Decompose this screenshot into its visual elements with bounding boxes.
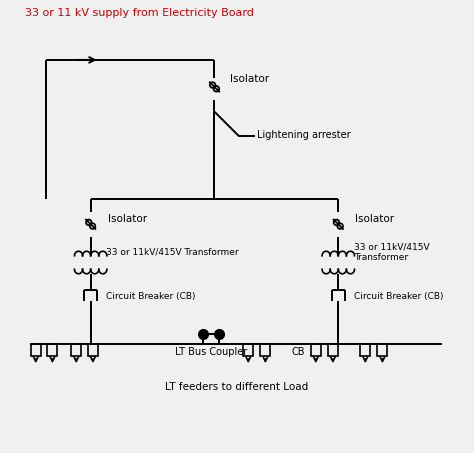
Bar [88,343,98,356]
Text: Isolator: Isolator [230,74,269,84]
Bar [243,343,253,356]
Text: Isolator: Isolator [108,214,147,224]
Text: Lightening arrester: Lightening arrester [257,130,351,140]
Text: 33 or 11 kV supply from Electricity Board: 33 or 11 kV supply from Electricity Boar… [26,8,254,18]
Bar [260,343,270,356]
Bar [31,343,41,356]
Bar [71,343,81,356]
Text: CB: CB [291,347,304,357]
Bar [377,343,387,356]
Text: Circuit Breaker (CB): Circuit Breaker (CB) [107,292,196,301]
Text: Isolator: Isolator [356,214,394,224]
Text: LT feeders to different Load: LT feeders to different Load [165,382,308,392]
Text: 33 or 11kV/415V Transformer: 33 or 11kV/415V Transformer [107,248,239,257]
Text: 33 or 11kV/415V
Transformer: 33 or 11kV/415V Transformer [354,242,430,262]
Bar [360,343,370,356]
Bar [47,343,57,356]
Text: Circuit Breaker (CB): Circuit Breaker (CB) [354,292,444,301]
Bar [311,343,321,356]
Text: LT Bus Coupler: LT Bus Coupler [175,347,247,357]
Bar [328,343,338,356]
